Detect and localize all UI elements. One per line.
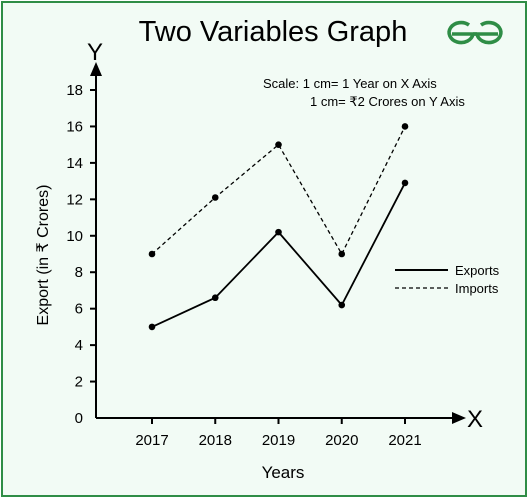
data-point-exports — [338, 301, 346, 309]
plot-area — [148, 123, 409, 331]
x-axis-arrowhead — [452, 412, 466, 424]
gfg-logo-icon — [447, 20, 503, 45]
data-point-imports — [275, 141, 282, 148]
y-tick-label: 0 — [75, 410, 83, 427]
y-axis-label: Export (in ₹ Crores) — [35, 185, 52, 326]
legend-label-imports: Imports — [455, 281, 499, 296]
data-point-imports — [338, 250, 346, 258]
y-ticks: 0 2 4 6 8 10 12 14 16 18 — [66, 82, 96, 427]
axes — [90, 62, 466, 424]
x-tick-label: 2019 — [262, 432, 295, 449]
data-point-imports — [211, 194, 219, 201]
x-tick-label: 2017 — [135, 432, 168, 449]
data-point-exports — [211, 294, 219, 302]
y-tick-label: 6 — [75, 301, 83, 318]
chart-title: Two Variables Graph — [139, 16, 408, 48]
y-tick-label: 10 — [66, 228, 83, 245]
y-tick-label: 12 — [66, 191, 83, 208]
y-axis-arrowhead — [90, 62, 102, 76]
scale-note-line2: 1 cm= ₹2 Crores on Y Axis — [310, 94, 465, 109]
y-tick-label: 2 — [75, 374, 83, 391]
y-tick-label: 4 — [75, 337, 83, 354]
x-axis-letter: X — [467, 406, 483, 433]
x-tick-label: 2020 — [325, 432, 358, 449]
scale-note-line1: Scale: 1 cm= 1 Year on X Axis — [263, 76, 437, 91]
data-point-imports — [401, 123, 409, 130]
data-point-exports — [275, 228, 282, 236]
x-tick-label: 2021 — [388, 432, 421, 449]
legend-label-exports: Exports — [455, 263, 500, 278]
series-line-imports — [151, 126, 406, 256]
y-tick-label: 8 — [75, 264, 83, 281]
x-axis-label: Years — [262, 463, 305, 482]
x-ticks: 2017 2018 2019 2020 2021 — [135, 418, 422, 449]
data-point-exports — [401, 179, 409, 187]
x-tick-label: 2018 — [199, 432, 232, 449]
y-tick-label: 14 — [66, 155, 83, 172]
y-tick-label: 16 — [66, 118, 83, 135]
y-tick-label: 18 — [66, 82, 83, 99]
data-point-imports — [148, 250, 156, 258]
data-point-exports — [148, 323, 156, 331]
legend: Exports Imports — [395, 263, 500, 296]
y-axis-letter: Y — [87, 39, 103, 66]
